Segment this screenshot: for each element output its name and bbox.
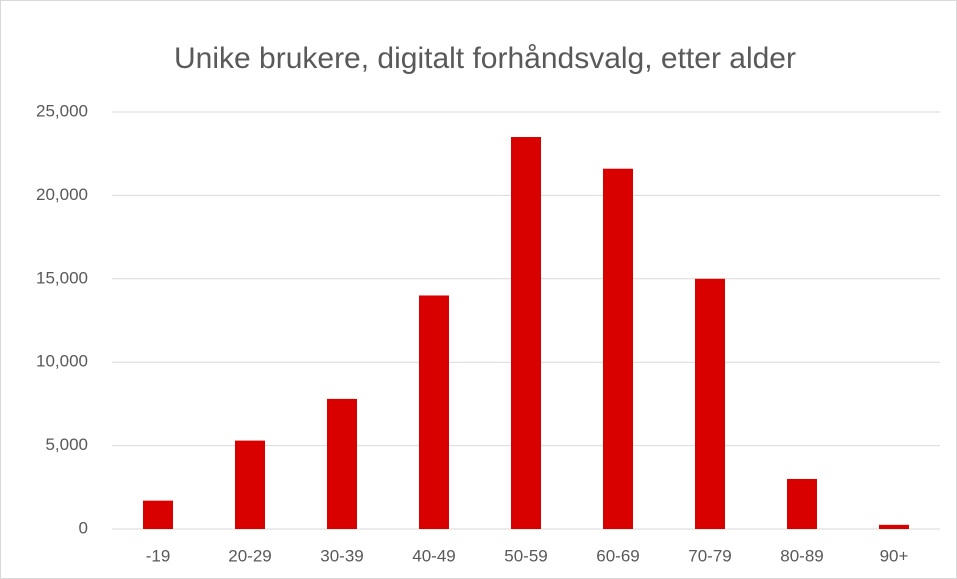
bar: [327, 398, 357, 529]
x-tick-label: 60-69: [596, 546, 639, 565]
bar: [235, 440, 265, 529]
bar: [603, 168, 633, 529]
x-tick-label: 90+: [880, 546, 909, 565]
x-tick-label: 40-49: [412, 546, 455, 565]
y-tick-label: 20,000: [36, 185, 88, 204]
y-tick-label: 5,000: [45, 435, 88, 454]
bar: [419, 295, 449, 529]
bar: [787, 478, 817, 529]
x-tick-label: 30-39: [320, 546, 363, 565]
bar: [695, 278, 725, 529]
chart-title: Unike brukere, digitalt forhåndsvalg, et…: [174, 42, 796, 75]
bar: [511, 137, 541, 529]
x-tick-label: 70-79: [688, 546, 731, 565]
x-tick-label: -19: [146, 546, 171, 565]
y-tick-label: 25,000: [36, 101, 88, 120]
x-tick-label: 50-59: [504, 546, 547, 565]
x-tick-label: 80-89: [780, 546, 823, 565]
bar: [143, 500, 173, 529]
bar: [879, 524, 909, 529]
y-tick-label: 0: [79, 518, 88, 537]
y-tick-label: 15,000: [36, 268, 88, 287]
x-tick-label: 20-29: [228, 546, 271, 565]
y-tick-label: 10,000: [36, 352, 88, 371]
